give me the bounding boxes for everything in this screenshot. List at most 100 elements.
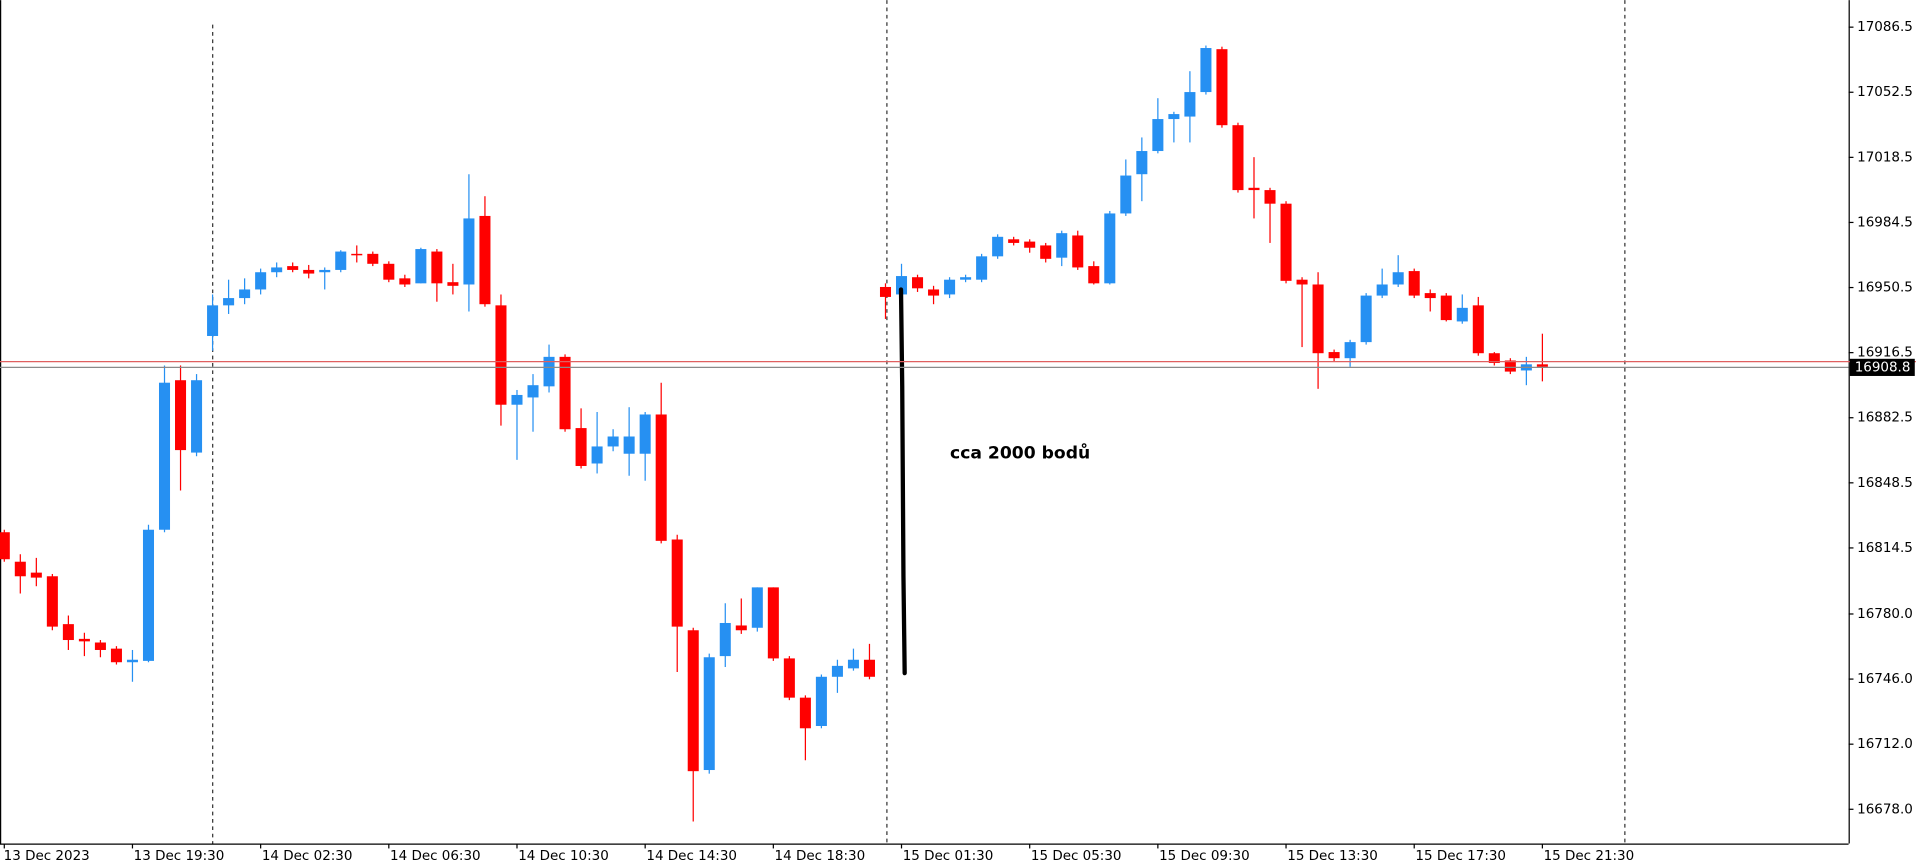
candle-body — [559, 356, 571, 430]
candle-body — [735, 625, 747, 631]
x-tick-label: 14 Dec 18:30 — [775, 848, 866, 864]
y-tick-label: 17086.5 — [1857, 19, 1913, 35]
candle-body — [751, 587, 763, 628]
candle-body — [1280, 203, 1292, 281]
x-tick-label: 14 Dec 14:30 — [646, 848, 737, 864]
candle-body — [1488, 353, 1500, 363]
candle-body — [1376, 284, 1388, 296]
candle-body — [158, 382, 171, 530]
candle-body — [142, 529, 155, 661]
candle-body — [335, 251, 347, 270]
candle-body — [431, 251, 443, 284]
candle-body — [447, 282, 459, 286]
candle-body — [960, 277, 972, 280]
candle-body — [1536, 364, 1548, 367]
candle-body — [1216, 49, 1228, 126]
candle-body — [1136, 151, 1148, 175]
y-tick-label: 16746.0 — [1857, 671, 1913, 687]
candle-body — [175, 380, 187, 451]
x-tick-label: 13 Dec 2023 — [4, 848, 90, 864]
candle-body — [1312, 284, 1324, 354]
candle-body — [1456, 307, 1468, 322]
candle-body — [1024, 241, 1036, 248]
y-tick-label: 16678.0 — [1857, 801, 1913, 817]
candle-body — [287, 266, 299, 270]
candle-body — [1408, 271, 1420, 296]
candle-body — [399, 278, 411, 285]
candle-body — [1392, 272, 1404, 285]
candle-body — [1424, 293, 1436, 299]
candle-body — [30, 572, 42, 578]
candle-body — [687, 630, 699, 772]
candle-body — [1264, 190, 1276, 204]
candle-body — [0, 532, 10, 560]
candle-body — [495, 305, 507, 405]
candle-body — [383, 263, 395, 280]
x-tick-label: 14 Dec 02:30 — [262, 848, 353, 864]
candle-body — [1088, 266, 1100, 284]
y-tick-label: 17052.5 — [1857, 84, 1913, 100]
candle-body — [1200, 48, 1212, 93]
candle-body — [719, 622, 731, 657]
candle-body — [1248, 187, 1260, 191]
candle-body — [415, 249, 427, 284]
candle-body — [655, 414, 667, 541]
candle-body — [847, 659, 859, 669]
x-tick-label: 15 Dec 05:30 — [1031, 848, 1122, 864]
candle-body — [928, 289, 940, 296]
candle-body — [976, 256, 988, 280]
candle-body — [863, 659, 875, 677]
candle-body — [1072, 235, 1084, 268]
candle-body — [703, 657, 715, 771]
candle-body — [367, 253, 379, 264]
y-tick-label: 16814.5 — [1857, 540, 1913, 556]
y-tick-label: 17018.5 — [1857, 149, 1913, 165]
candle-body — [944, 279, 956, 295]
candle-body — [239, 289, 251, 299]
candle-body — [1040, 245, 1052, 259]
candle-body — [1328, 352, 1340, 359]
candle-body — [783, 658, 795, 698]
x-tick-label: 14 Dec 10:30 — [518, 848, 609, 864]
candle-body — [1184, 92, 1196, 117]
candle-body — [575, 428, 587, 466]
candle-body — [1344, 342, 1356, 359]
candle-body — [992, 236, 1004, 257]
annotation: cca 2000 bodů — [950, 442, 1090, 464]
candle-body — [912, 277, 924, 289]
candle-body — [815, 676, 827, 726]
candle-body — [1008, 239, 1020, 243]
x-tick-label: 15 Dec 21:30 — [1544, 848, 1635, 864]
candle-body — [1120, 175, 1132, 214]
annotation-line — [898, 287, 907, 676]
candle-body — [671, 539, 683, 627]
candle-body — [46, 576, 58, 627]
candle-body — [543, 356, 555, 387]
candle-body — [527, 385, 539, 398]
x-tick-label: 15 Dec 17:30 — [1415, 848, 1506, 864]
candle-body — [1104, 213, 1116, 284]
candle-body — [62, 624, 74, 641]
candle-body — [94, 642, 106, 650]
x-tick-label: 15 Dec 13:30 — [1287, 848, 1378, 864]
candle-body — [207, 305, 219, 336]
candle-body — [879, 286, 892, 297]
candle-body — [271, 267, 283, 273]
candle-body — [639, 414, 651, 454]
candle-body — [78, 638, 90, 642]
candle-body — [463, 218, 475, 285]
y-tick-label: 16916.5 — [1857, 345, 1913, 361]
candle-body — [255, 272, 267, 290]
candle-body — [351, 253, 363, 256]
candle-body — [1152, 119, 1164, 152]
y-tick-label: 16984.5 — [1857, 214, 1913, 230]
candle-body — [14, 561, 26, 577]
candle-body — [126, 659, 138, 663]
candle-body — [1056, 233, 1068, 258]
y-tick-label: 16712.0 — [1857, 736, 1913, 752]
candle-body — [1168, 114, 1180, 120]
x-tick-label: 13 Dec 19:30 — [134, 848, 225, 864]
